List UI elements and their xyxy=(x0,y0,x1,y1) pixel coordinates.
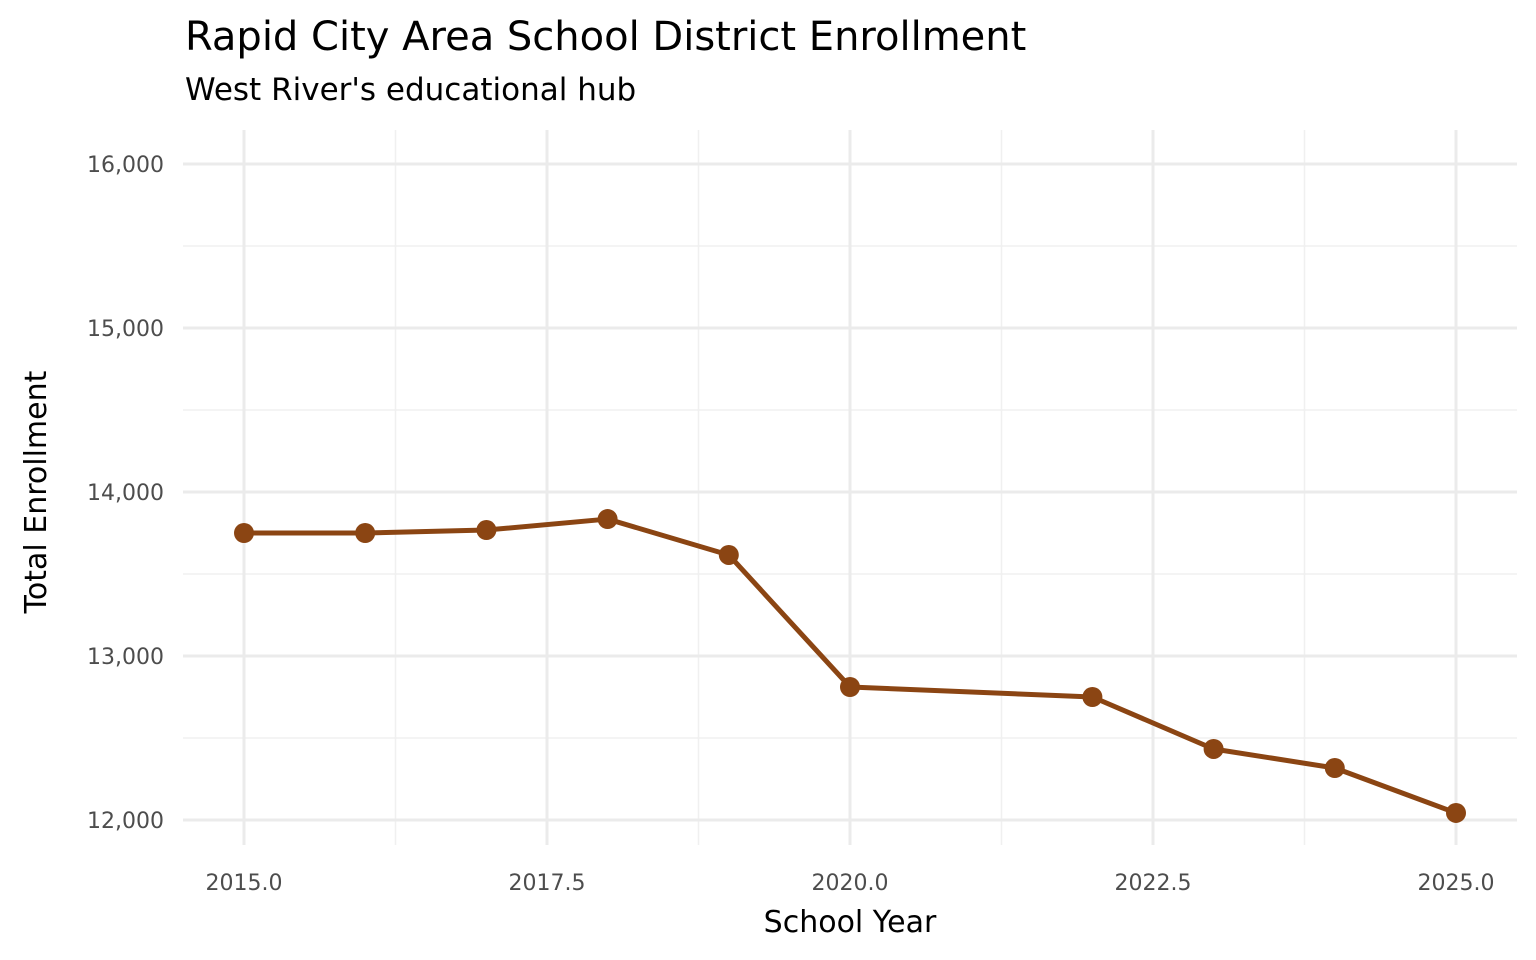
x-tick-label: 2022.5 xyxy=(1115,871,1192,896)
data-point xyxy=(1324,758,1345,779)
chart-title: Rapid City Area School District Enrollme… xyxy=(185,14,1027,60)
data-point xyxy=(1082,687,1103,707)
y-tick-label: 13,000 xyxy=(87,645,164,670)
y-tick-label: 14,000 xyxy=(87,481,164,506)
x-tick-label: 2020.0 xyxy=(812,871,889,896)
y-tick-label: 16,000 xyxy=(87,153,164,178)
data-point xyxy=(1446,802,1466,823)
data-point xyxy=(840,676,860,697)
data-point xyxy=(1203,738,1224,759)
x-tick-label: 2025.0 xyxy=(1418,871,1495,896)
y-tick-label: 12,000 xyxy=(87,809,164,834)
y-tick-label: 15,000 xyxy=(87,317,164,342)
data-point xyxy=(597,509,618,530)
y-axis-label: Total Enrollment xyxy=(19,370,54,614)
chart-subtitle: West River's educational hub xyxy=(185,72,637,108)
x-tick-label: 2015.0 xyxy=(206,871,283,896)
data-point xyxy=(718,544,739,565)
x-tick-label: 2017.5 xyxy=(509,871,586,896)
data-point xyxy=(234,523,254,543)
x-axis-label: School Year xyxy=(764,905,937,940)
series-line xyxy=(244,516,1457,816)
data-point xyxy=(476,520,497,541)
data-point xyxy=(355,523,376,543)
